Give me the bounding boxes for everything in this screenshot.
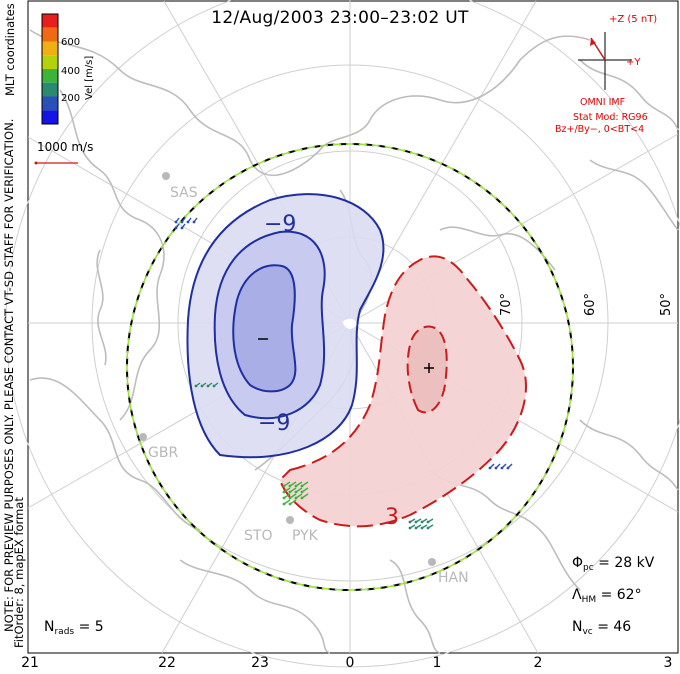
- colorbar-label: Vel [m/s]: [84, 55, 95, 100]
- velocity-vector-origin: [288, 484, 292, 488]
- velocity-vector-origin: [180, 226, 184, 230]
- contour-label-negative-top: −9: [264, 212, 297, 237]
- mlt-label-22: 22: [158, 655, 176, 671]
- radar-site-sas: SAS: [170, 185, 198, 201]
- fit-order-note: FitOrder: 8, mapEX format: [12, 497, 26, 648]
- velocity-vector-origin: [414, 520, 418, 524]
- stat-lambda-hm: ΛHM = 62°: [572, 587, 642, 605]
- velocity-vector-origin: [294, 484, 298, 488]
- velocity-vector-origin: [300, 490, 304, 494]
- pole-gap: [342, 318, 357, 329]
- imf-condition: Bz+/By−, 0<BT<4: [555, 124, 645, 135]
- velocity-vector-origin: [500, 466, 504, 470]
- imf-bz-label: +Z (5 nT): [609, 14, 658, 25]
- velocity-vectors: [174, 217, 513, 530]
- colorbar-swatch: [42, 110, 58, 124]
- colorbar-swatch: [42, 69, 58, 83]
- velocity-vector-origin: [282, 496, 286, 500]
- scale-vector-label: 1000 m/s: [37, 140, 94, 154]
- velocity-vector-origin: [282, 490, 286, 494]
- velocity-vector-origin: [300, 496, 304, 500]
- velocity-vector-origin: [494, 466, 498, 470]
- contour-label-positive: 3: [385, 505, 399, 530]
- velocity-vector-origin: [420, 526, 424, 530]
- colorbar-tick-200: 200: [61, 93, 81, 104]
- mlt-label-3: 3: [663, 655, 673, 671]
- velocity-vector-origin: [192, 220, 196, 224]
- imf-model: Stat Mod: RG96: [573, 112, 648, 123]
- velocity-vector-origin: [294, 490, 298, 494]
- imf-by-label: +Y: [626, 57, 641, 68]
- velocity-vector-origin: [420, 520, 424, 524]
- colorbar-swatch: [42, 14, 58, 28]
- velocity-vector-origin: [186, 220, 190, 224]
- negative-contour-inner: [232, 264, 297, 393]
- velocity-vector-origin: [426, 520, 430, 524]
- latitude-label-50: 50°: [659, 292, 675, 317]
- coordinate-system-label: MLT coordinates: [3, 3, 17, 96]
- velocity-vector-origin: [294, 496, 298, 500]
- radar-site-pyk: PYK: [292, 528, 318, 544]
- colorbar-frame: [41, 13, 59, 125]
- imf-source: OMNI IMF: [580, 97, 626, 108]
- velocity-vector-origin: [282, 502, 286, 506]
- hm-boundary-green: [126, 143, 574, 591]
- map-title: 12/Aug/2003 23:00–23:02 UT: [211, 8, 469, 28]
- radar-site-sto: STO: [244, 528, 273, 544]
- velocity-vector-origin: [174, 226, 178, 230]
- colorbar-swatch: [42, 82, 58, 97]
- colorbar-tick-400: 400: [61, 66, 81, 77]
- mlt-label-23: 23: [251, 655, 269, 671]
- positive-cell-fill: [278, 255, 527, 528]
- colorbar: [41, 13, 59, 125]
- velocity-vector-origin: [506, 466, 510, 470]
- colorbar-swatch: [42, 41, 58, 56]
- velocity-vector-origin: [194, 384, 198, 388]
- velocity-vector-origin: [408, 520, 412, 524]
- mlt-label-0: 0: [345, 655, 355, 671]
- colorbar-swatch: [42, 96, 58, 111]
- stat-n-vc: Nvc = 46: [572, 619, 632, 637]
- contour-label-negative-bottom: −9: [258, 411, 291, 436]
- velocity-vector-origin: [300, 484, 304, 488]
- stat-phi-pc: Φpc = 28 kV: [572, 555, 655, 573]
- mlt-label-1: 1: [432, 655, 442, 671]
- radar-site-gbr: GBR: [148, 445, 179, 461]
- velocity-vector-origin: [212, 384, 216, 388]
- colorbar-swatch: [42, 55, 58, 69]
- latitude-label-70: 70°: [499, 292, 515, 317]
- velocity-vector-origin: [288, 496, 292, 500]
- radar-site-han: HAN: [438, 570, 469, 586]
- velocity-vector-origin: [288, 502, 292, 506]
- velocity-vector-origin: [174, 220, 178, 224]
- stat-n-rads: Nrads = 5: [44, 619, 104, 637]
- scale-vector-dot: [34, 161, 38, 165]
- velocity-vector-origin: [488, 466, 492, 470]
- radar-site-markers: [139, 172, 436, 566]
- velocity-vector-origin: [206, 384, 210, 388]
- positive-contour-inner: [406, 325, 448, 414]
- colorbar-swatch: [42, 27, 58, 42]
- velocity-vector-origin: [180, 220, 184, 224]
- latitude-label-60: 60°: [583, 292, 599, 317]
- imf-arrowhead: [590, 38, 596, 46]
- mlt-label-21: 21: [21, 655, 39, 671]
- mlt-label-2: 2: [533, 655, 543, 671]
- velocity-vector-origin: [426, 526, 430, 530]
- velocity-vector-origin: [408, 526, 412, 530]
- velocity-vector-origin: [414, 526, 418, 530]
- velocity-vector-origin: [282, 484, 286, 488]
- velocity-vector-origin: [200, 384, 204, 388]
- colorbar-tick-600: 600: [61, 37, 81, 48]
- velocity-vector-origin: [288, 490, 292, 494]
